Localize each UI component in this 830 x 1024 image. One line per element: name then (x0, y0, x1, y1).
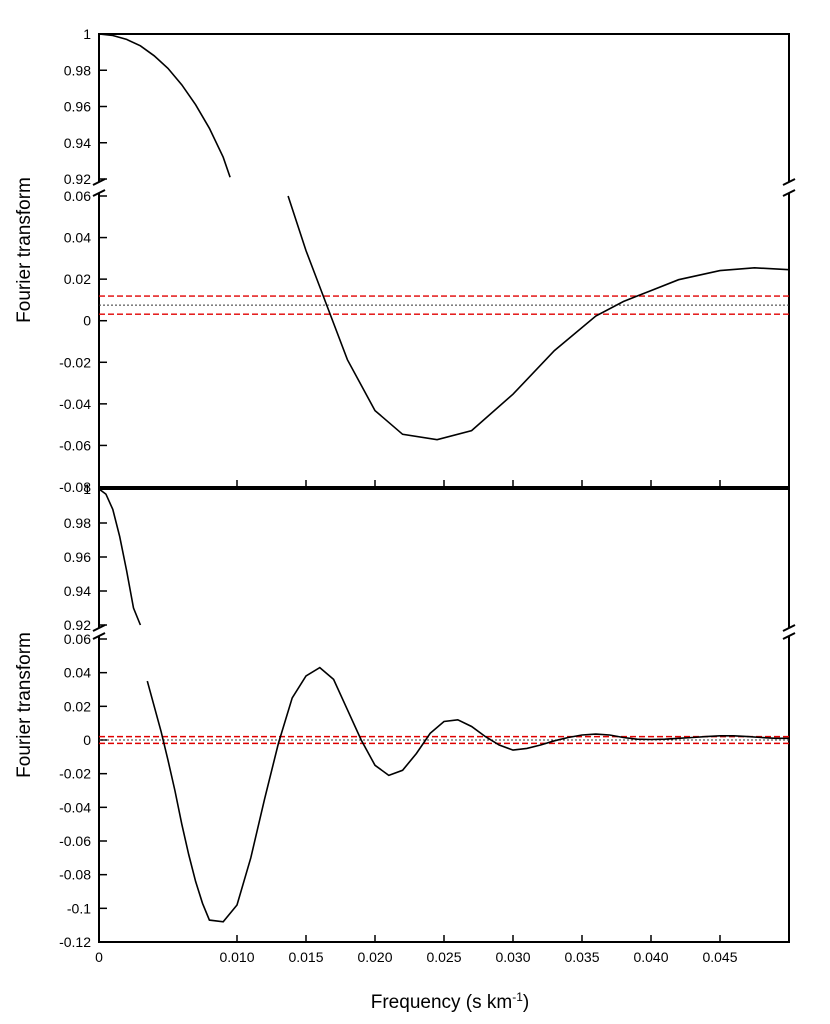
top-y-tick-label: 0 (83, 313, 91, 329)
bottom-panel: 1 0.98 0.96 0.94 0.920.06 0.04 0.02 0 -0.02 -0.04… (14, 481, 803, 950)
x-tick-label: 0 (95, 949, 103, 965)
bottom-y-tick-label: 0 (83, 732, 91, 748)
bottom-break-mark (92, 632, 106, 640)
bottom-break-mark (782, 624, 796, 632)
top-curve-upper-segment (98, 33, 231, 178)
top-break-mark (92, 189, 106, 197)
bottom-axis-break-gap (85, 628, 803, 636)
x-tick-label: 0.015 (288, 949, 323, 965)
top-panel: 1 0.98 0.96 0.94 0.920.06 0.04 0.02 0 -0.02 -0.04… (14, 26, 803, 495)
x-axis-label: Frequency (s km-1) (371, 990, 529, 1013)
x-axis-label-close: ) (523, 992, 529, 1013)
bottom-y-tick-label: -0.02 (59, 766, 91, 782)
x-tick-label: 0.010 (219, 949, 254, 965)
bottom-y-tick-label: -0.12 (59, 934, 91, 950)
top-y-tick-label: 0.98 (64, 62, 91, 78)
bottom-y-tick-label: -0.08 (59, 867, 91, 883)
top-curve-lower-segment (287, 195, 790, 441)
bottom-curve-upper-segment (98, 488, 142, 626)
top-y-tick-label: 0.96 (64, 99, 91, 115)
x-tick-label: 0.045 (702, 949, 737, 965)
bottom-y-axis-label: Fourier transform (14, 632, 35, 778)
x-tick-label: 0.020 (357, 949, 392, 965)
top-y-tick-label: -0.04 (59, 396, 91, 412)
x-tick-label: 0.040 (633, 949, 668, 965)
x-axis-label-main: Frequency (s km (371, 992, 512, 1013)
x-axis-label-superscript: -1 (512, 990, 523, 1004)
bottom-y-tick-label: -0.06 (59, 833, 91, 849)
x-tick-label: 0.030 (495, 949, 530, 965)
bottom-break-mark (782, 632, 796, 640)
x-tick-label: 0.025 (426, 949, 461, 965)
bottom-y-tick-label: 0.06 (64, 631, 91, 647)
bottom-y-tick-label: 0.98 (64, 515, 91, 531)
top-y-tick-label: -0.08 (59, 479, 91, 495)
bottom-y-tick-label: 0.96 (64, 549, 91, 565)
top-y-axis-label: Fourier transform (14, 177, 35, 323)
x-axis: 0 0.010 0.015 0.020 0.025 0.030 0.035 0.040 0.04… (95, 480, 738, 965)
bottom-y-tick-label: 1 (83, 481, 91, 497)
top-y-tick-label: 0.94 (64, 135, 91, 151)
bottom-y-tick-label: 0.02 (64, 698, 91, 714)
top-y-tick-label: -0.02 (59, 354, 91, 370)
top-plot-frame (98, 33, 790, 488)
top-break-mark (92, 178, 106, 186)
top-break-mark (782, 178, 796, 186)
bottom-curve-lower-segment (146, 666, 789, 923)
bottom-y-tick-label: -0.1 (67, 900, 91, 916)
x-tick-label: 0.035 (564, 949, 599, 965)
bottom-break-mark (92, 624, 106, 632)
bottom-y-tick-label: 0.04 (64, 665, 91, 681)
top-axis-break-gap (85, 182, 803, 193)
top-y-tick-label: 0.04 (64, 230, 91, 246)
top-y-tick-label: 0.02 (64, 271, 91, 287)
top-y-tick-label: -0.06 (59, 437, 91, 453)
bottom-plot-frame (98, 488, 790, 943)
top-break-mark (782, 189, 796, 197)
top-y-tick-label: 0.06 (64, 188, 91, 204)
bottom-y-tick-label: 0.92 (64, 617, 91, 633)
top-y-tick-label: 0.92 (64, 171, 91, 187)
bottom-y-tick-label: -0.04 (59, 799, 91, 815)
bottom-y-tick-label: 0.94 (64, 583, 91, 599)
top-y-tick-label: 1 (83, 26, 91, 42)
